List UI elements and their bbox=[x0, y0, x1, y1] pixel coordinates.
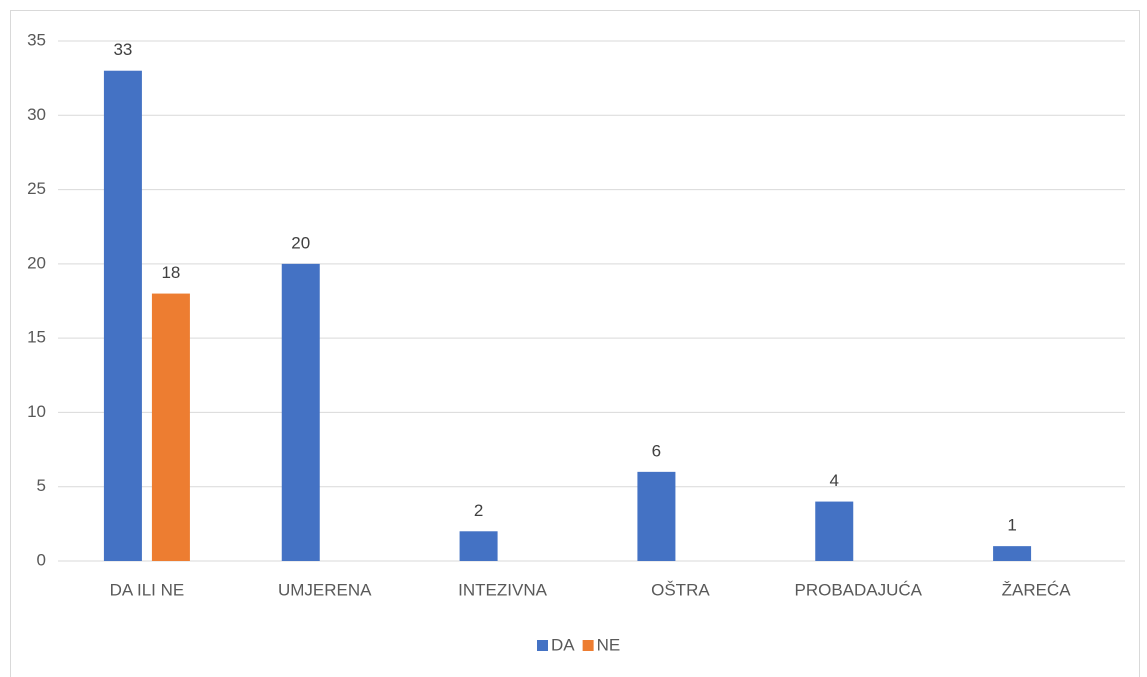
y-tick-label: 5 bbox=[37, 476, 46, 495]
y-tick-label: 20 bbox=[27, 253, 46, 272]
data-label: 4 bbox=[830, 471, 839, 490]
y-tick-label: 10 bbox=[27, 402, 46, 421]
data-label: 33 bbox=[113, 40, 132, 59]
bar bbox=[281, 263, 320, 561]
bar bbox=[151, 293, 190, 561]
x-tick-label: PROBADAJUĆA bbox=[794, 580, 922, 599]
data-label: 6 bbox=[652, 441, 661, 460]
x-tick-label: INTEZIVNA bbox=[458, 580, 547, 599]
y-tick-label: 25 bbox=[27, 179, 46, 198]
bar bbox=[637, 471, 676, 561]
bar bbox=[815, 501, 854, 561]
chart-border bbox=[10, 10, 1140, 677]
y-tick-label: 0 bbox=[37, 550, 46, 569]
bar bbox=[103, 70, 142, 561]
bar bbox=[459, 531, 498, 561]
legend-label: NE bbox=[597, 635, 621, 654]
x-tick-label: ŽAREĆA bbox=[1002, 580, 1072, 599]
legend-swatch bbox=[537, 640, 548, 651]
data-label: 18 bbox=[161, 263, 180, 282]
data-label: 20 bbox=[291, 233, 310, 252]
legend-swatch bbox=[582, 640, 594, 651]
data-label: 2 bbox=[474, 501, 483, 520]
y-tick-label: 35 bbox=[27, 30, 46, 49]
x-tick-label: OŠTRA bbox=[651, 580, 710, 599]
x-tick-label: DA ILI NE bbox=[110, 580, 185, 599]
y-tick-label: 15 bbox=[27, 328, 46, 347]
y-tick-label: 30 bbox=[27, 105, 46, 124]
data-label: 1 bbox=[1007, 516, 1016, 535]
x-tick-label: UMJERENA bbox=[278, 580, 372, 599]
legend-label: DA bbox=[551, 635, 575, 654]
bar bbox=[993, 546, 1032, 561]
